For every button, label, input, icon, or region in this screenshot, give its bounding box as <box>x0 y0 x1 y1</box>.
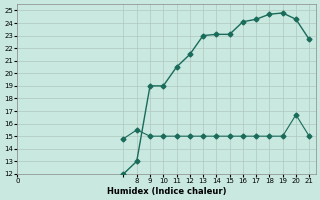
X-axis label: Humidex (Indice chaleur): Humidex (Indice chaleur) <box>107 187 226 196</box>
